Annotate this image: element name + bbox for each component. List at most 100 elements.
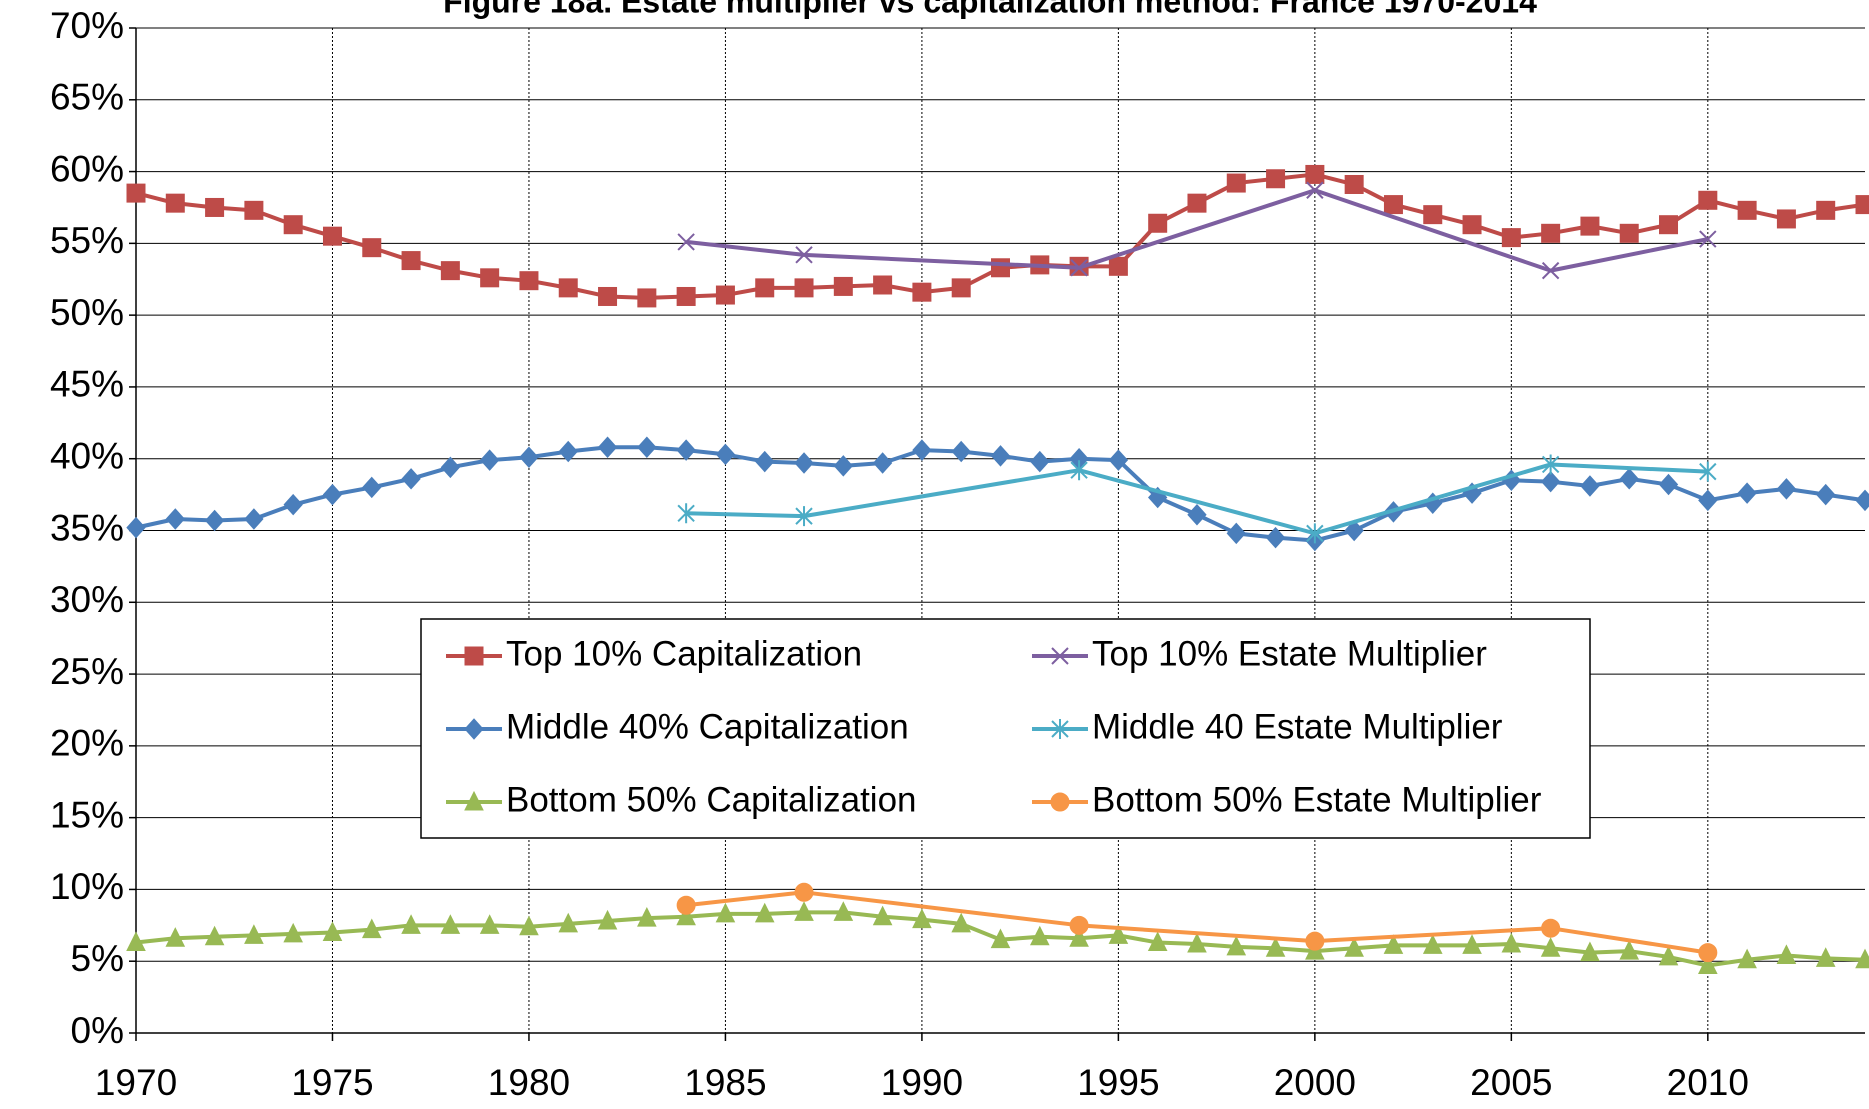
marker [1540, 470, 1561, 493]
marker [1265, 937, 1286, 957]
legend-marker [464, 646, 484, 666]
marker [1619, 468, 1639, 490]
marker [244, 924, 264, 944]
marker [990, 445, 1011, 467]
marker [1699, 461, 1717, 482]
marker [1070, 259, 1088, 277]
marker [1069, 927, 1089, 947]
marker [1148, 213, 1168, 233]
marker [283, 922, 303, 943]
marker [795, 246, 813, 264]
marker [204, 509, 225, 532]
marker [1776, 478, 1797, 500]
marker [1699, 230, 1717, 248]
marker [519, 915, 539, 936]
marker [676, 895, 696, 915]
legend-box [420, 618, 1591, 839]
marker [597, 909, 618, 930]
marker [1698, 190, 1718, 210]
marker [991, 258, 1010, 278]
marker [1698, 954, 1718, 975]
marker [794, 882, 814, 902]
marker [205, 197, 225, 217]
marker [1462, 934, 1482, 954]
marker [440, 914, 461, 934]
marker [1070, 460, 1088, 481]
y-tick-label: 65% [50, 77, 124, 118]
marker [362, 238, 382, 258]
marker [440, 261, 460, 281]
marker [1540, 937, 1561, 957]
marker [951, 912, 972, 933]
marker [519, 446, 539, 469]
marker [1737, 948, 1757, 969]
marker [1069, 915, 1089, 935]
marker [283, 215, 303, 235]
marker [794, 278, 814, 298]
x-tick-label: 1990 [881, 1062, 963, 1103]
marker [795, 506, 813, 527]
marker [1226, 173, 1246, 193]
marker [1541, 918, 1561, 938]
marker [1855, 489, 1869, 512]
legend-label: Bottom 50% Estate Multiplier [1092, 780, 1542, 819]
marker [479, 914, 500, 934]
marker [401, 251, 421, 271]
marker [833, 276, 853, 296]
marker [872, 905, 893, 926]
marker [1423, 205, 1443, 225]
marker [126, 183, 146, 203]
x-tick-label: 1970 [95, 1062, 177, 1103]
y-tick-label: 10% [50, 866, 124, 907]
marker [1541, 261, 1560, 280]
marker [598, 286, 618, 306]
marker [244, 508, 264, 530]
legend-marker [1051, 719, 1069, 739]
marker [1580, 941, 1600, 962]
marker [1816, 483, 1836, 506]
legend-label: Middle 40% Capitalization [506, 707, 909, 746]
y-tick-label: 55% [50, 220, 124, 261]
marker [361, 918, 382, 939]
marker [1265, 526, 1286, 549]
marker [1698, 489, 1718, 512]
legend-marker [464, 718, 484, 740]
marker [1658, 473, 1679, 496]
marker [873, 275, 893, 295]
marker [1815, 947, 1836, 967]
marker [754, 902, 775, 923]
marker [1698, 943, 1718, 963]
marker [1305, 931, 1325, 951]
marker [715, 902, 736, 923]
marker [912, 439, 932, 461]
marker [637, 907, 657, 927]
marker [755, 450, 775, 473]
legend-label: Top 10% Estate Multiplier [1092, 634, 1487, 673]
y-tick-label: 40% [50, 435, 124, 476]
x-tick-label: 2005 [1470, 1062, 1552, 1103]
marker [558, 440, 578, 463]
marker [165, 927, 186, 947]
marker [165, 193, 185, 213]
marker [1462, 215, 1482, 235]
y-tick-label: 25% [50, 651, 124, 692]
marker [1580, 475, 1600, 497]
marker [677, 503, 695, 524]
marker [479, 449, 500, 471]
marker [1580, 216, 1600, 236]
x-tick-label: 2010 [1667, 1062, 1749, 1103]
legend-marker [1050, 792, 1070, 812]
marker [401, 914, 421, 934]
marker [322, 921, 343, 941]
marker [715, 285, 735, 305]
marker [794, 452, 814, 474]
legend-marker [1051, 647, 1069, 665]
marker [1147, 931, 1168, 952]
marker [1422, 934, 1443, 954]
marker [126, 931, 146, 952]
marker [1855, 948, 1869, 969]
marker [794, 901, 814, 921]
marker [1029, 925, 1050, 946]
marker [1187, 193, 1207, 213]
chart-title: Figure 18a. Estate multiplier vs capital… [443, 0, 1537, 19]
